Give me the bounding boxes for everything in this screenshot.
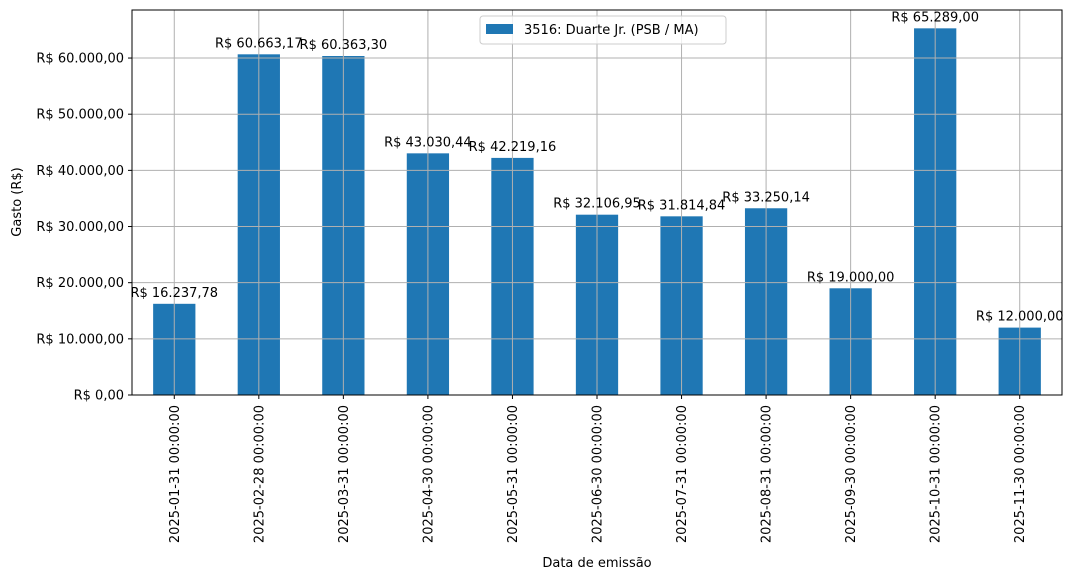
x-tick-label: 2025-11-30 00:00:00 (1013, 405, 1028, 543)
legend-box (479, 15, 727, 45)
bar-value-label: R$ 33.250,14 (722, 190, 810, 205)
y-tick-label: R$ 40.000,00 (36, 164, 124, 179)
bar-value-label: R$ 32.106,95 (553, 197, 641, 212)
bar-value-label: R$ 43.030,44 (384, 135, 472, 150)
legend-label: 3516: Duarte Jr. (PSB / MA) (524, 23, 699, 38)
x-tick-label: 2025-10-31 00:00:00 (929, 405, 944, 543)
x-axis-label: Data de emissão (542, 556, 651, 571)
bar-value-label: R$ 12.000,00 (976, 310, 1064, 325)
bar-value-labels: R$ 16.237,78 R$ 60.663,17R$ 60.363,30 R$ 4… (130, 10, 1063, 324)
x-tick-label: 2025-04-30 00:00:00 (421, 405, 436, 543)
bar-value-label: R$ 60.363,30 (300, 38, 388, 53)
y-axis-ticks: R$ 0,00 R$ 10.000,00 R$ 20.000,00 R$ 30.000… (36, 52, 132, 404)
y-tick-label: R$ 50.000,00 (36, 108, 124, 123)
x-tick-label: 2025-09-30 00:00:00 (844, 405, 859, 543)
bar-value-label: R$ 65.289,00 (891, 10, 979, 25)
y-axis-label: Gasto (R$) (10, 167, 25, 236)
y-tick-label: R$ 0,00 (74, 389, 124, 404)
x-tick-label: 2025-03-31 00:00:00 (337, 405, 352, 543)
x-tick-label: 2025-01-31 00:00:00 (168, 405, 183, 543)
bar-value-label: R$ 19.000,00 (807, 270, 895, 285)
legend-swatch (486, 24, 513, 34)
x-tick-label: 2025-08-31 00:00:00 (760, 405, 775, 543)
x-tick-label: 2025-02-28 00:00:00 (252, 405, 267, 543)
y-tick-label: R$ 10.000,00 (36, 332, 124, 347)
x-tick-label: 2025-05-31 00:00:00 (506, 405, 521, 543)
y-tick-label: R$ 20.000,00 (36, 276, 124, 291)
x-axis-ticks: 2025-01-31 00:00:00 2025-02-28 00:00:00 20… (168, 395, 1028, 543)
bar-value-label: R$ 31.814,84 (638, 198, 726, 213)
y-tick-label: R$ 30.000,00 (36, 220, 124, 235)
x-tick-label: 2025-06-30 00:00:00 (591, 405, 606, 543)
bar-value-label: R$ 60.663,17 (215, 36, 303, 51)
legend: 3516: Duarte Jr. (PSB / MA) (479, 15, 727, 45)
y-tick-label: R$ 60.000,00 (36, 52, 124, 67)
bar-value-label: R$ 16.237,78 (130, 286, 218, 301)
bar-value-label: R$ 42.219,16 (469, 140, 557, 155)
x-tick-label: 2025-07-31 00:00:00 (675, 405, 690, 543)
